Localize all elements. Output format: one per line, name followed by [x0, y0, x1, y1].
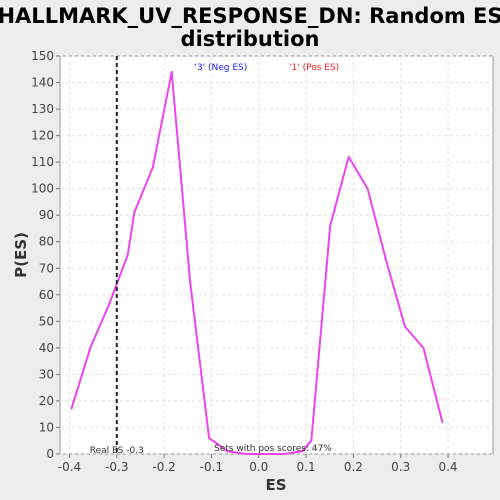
data-point — [151, 166, 154, 169]
y-tick-label: 130 — [31, 102, 54, 116]
x-tick-label: -0.4 — [58, 460, 81, 474]
real-es-label: Real ES -0.3 — [90, 446, 144, 456]
chart-title-line-2: distribution — [181, 27, 320, 51]
x-tick-label: 0.1 — [297, 460, 316, 474]
y-tick-label: 0 — [46, 447, 54, 461]
x-axis-label: ES — [265, 476, 286, 494]
chart-title-line-1: HALLMARK_UV_RESPONSE_DN: Random ES — [0, 4, 500, 28]
y-tick-label: 110 — [31, 155, 54, 169]
data-point — [385, 259, 387, 262]
series-layer — [70, 70, 444, 455]
y-tick-label: 120 — [31, 129, 54, 143]
y-tick-label: 30 — [39, 367, 54, 381]
data-point — [404, 325, 406, 328]
data-point — [441, 421, 444, 424]
y-axis-label: P(ES) — [12, 232, 30, 278]
pos-scores-label: Sets with pos scores: 47% — [214, 444, 332, 454]
series-line — [70, 70, 444, 455]
data-point — [126, 254, 129, 256]
data-point — [208, 437, 210, 439]
data-point — [282, 453, 285, 455]
ticks-layer: 0 10 20 30 40 50 60 70 80 90 100 110 120 130 140 150 -0.… — [31, 49, 457, 474]
data-point — [329, 224, 332, 227]
data-point — [189, 280, 192, 283]
grid-layer — [60, 55, 493, 455]
y-tick-label: 100 — [31, 182, 54, 196]
y-tick-label: 70 — [39, 261, 54, 275]
plot-area — [59, 55, 494, 455]
data-point — [133, 211, 136, 214]
x-tick-label: -0.3 — [105, 460, 128, 474]
y-tick-label: 10 — [39, 420, 54, 434]
data-point — [310, 439, 313, 442]
data-point — [422, 346, 425, 349]
y-tick-label: 150 — [31, 49, 54, 63]
data-point — [366, 187, 369, 190]
y-tick-label: 40 — [39, 341, 54, 355]
y-tick-label: 50 — [39, 314, 54, 328]
x-tick-label: -0.2 — [152, 460, 175, 474]
y-tick-label: 80 — [39, 235, 54, 249]
data-point — [170, 71, 173, 73]
y-tick-label: 90 — [39, 208, 54, 222]
x-tick-label: 0.4 — [438, 460, 457, 474]
y-tick-label: 60 — [39, 288, 54, 302]
data-point — [347, 155, 350, 158]
data-point — [264, 453, 266, 455]
x-tick-label: 0.2 — [344, 460, 363, 474]
pos-es-label: '1' (Pos ES) — [289, 63, 339, 73]
y-tick-label: 20 — [39, 394, 54, 408]
data-point — [70, 407, 73, 410]
data-point — [226, 450, 229, 453]
data-point — [107, 304, 110, 307]
x-tick-label: -0.1 — [200, 460, 223, 474]
data-point — [301, 450, 304, 453]
x-tick-label: 0.3 — [391, 460, 410, 474]
neg-es-label: '3' (Neg ES) — [194, 63, 247, 73]
data-point — [89, 346, 92, 349]
data-point — [245, 453, 248, 455]
y-tick-label: 140 — [31, 76, 54, 90]
x-tick-label: 0.0 — [249, 460, 268, 474]
